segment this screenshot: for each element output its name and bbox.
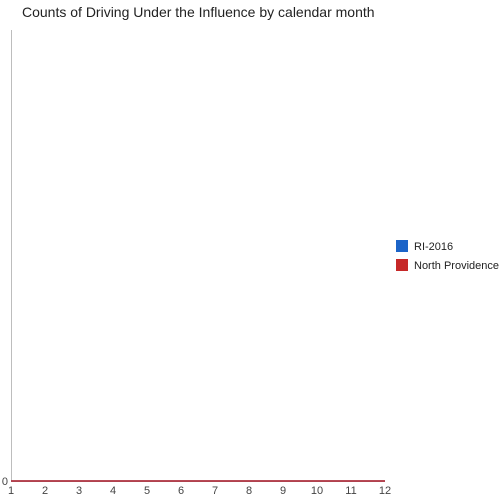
x-tick-label-10: 10 (311, 485, 323, 497)
x-tick-label-7: 7 (212, 485, 218, 497)
x-tick-label-9: 9 (280, 485, 286, 497)
x-tick-label-5: 5 (144, 485, 150, 497)
x-tick-label-6: 6 (178, 485, 184, 497)
x-tick-label-12: 12 (379, 485, 391, 497)
legend-swatch-1 (396, 259, 408, 271)
x-axis-ticks: 1 2 3 4 5 6 7 8 9 10 11 12 (8, 485, 391, 497)
legend: RI-2016 North Providence (396, 240, 499, 272)
y-axis-ticks: 0 (2, 476, 8, 488)
legend-label-1: North Providence (414, 260, 499, 272)
chart-title: Counts of Driving Under the Influence by… (22, 4, 375, 20)
legend-swatch-0 (396, 240, 408, 252)
x-tick-label-4: 4 (110, 485, 116, 497)
legend-label-0: RI-2016 (414, 241, 453, 253)
x-tick-label-1: 1 (8, 485, 14, 497)
x-tick-label-11: 11 (345, 485, 356, 497)
x-tick-label-8: 8 (246, 485, 252, 497)
x-tick-label-3: 3 (76, 485, 82, 497)
y-tick-label-0: 0 (2, 476, 8, 488)
x-tick-label-2: 2 (42, 485, 48, 497)
